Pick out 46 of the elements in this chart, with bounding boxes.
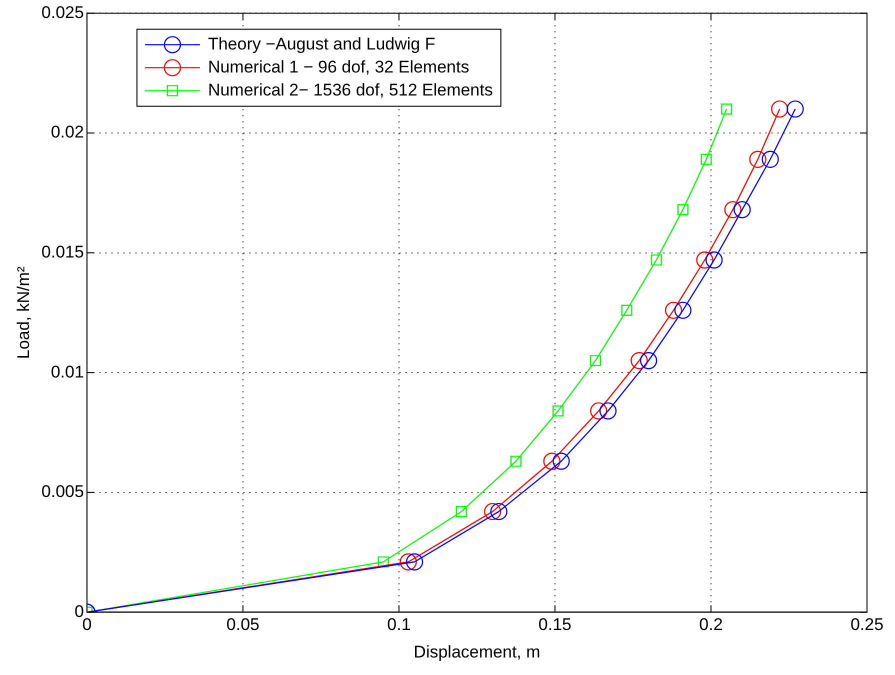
point: [640, 352, 658, 370]
point: [721, 103, 732, 115]
y-tick-label: 0.01: [50, 362, 84, 382]
y-tick-label: 0.005: [41, 482, 84, 502]
point: [590, 355, 602, 366]
point: [621, 304, 632, 316]
y-axis-title: Load, kN/m²: [14, 266, 33, 359]
point: [771, 100, 788, 118]
point: [706, 251, 723, 269]
point: [762, 150, 779, 168]
point: [749, 150, 766, 168]
y-tick-label: 0: [74, 602, 84, 621]
point: [674, 302, 692, 319]
point: [664, 302, 682, 319]
x-tick-label: 0.25: [850, 615, 884, 634]
point: [552, 405, 564, 416]
point: [696, 251, 714, 269]
x-tick-label: 0.05: [226, 615, 260, 634]
y-tick-label: 0.025: [41, 2, 84, 22]
point: [400, 553, 417, 570]
x-tick-label: 0.2: [699, 615, 723, 634]
x-tick-label: 0.1: [387, 615, 411, 634]
point: [734, 201, 751, 218]
point: [484, 502, 502, 520]
x-tick-label: 0.15: [538, 615, 572, 634]
point: [599, 402, 617, 420]
point: [456, 506, 467, 518]
point: [543, 452, 560, 470]
legend-label: Numerical 2− 1536 dof, 512 Elements: [208, 80, 493, 100]
legend-label: Theory −August and Ludwig F: [208, 34, 436, 54]
point: [378, 556, 389, 568]
point: [700, 154, 712, 165]
point: [630, 352, 648, 370]
point: [490, 502, 508, 520]
y-tick-label: 0.015: [41, 242, 84, 262]
x-axis-title: Displacement, m: [414, 642, 540, 662]
point: [590, 402, 608, 420]
point: [650, 254, 662, 266]
y-tick-label: 0.02: [50, 122, 84, 142]
legend-label: Numerical 1 − 96 dof, 32 Elements: [208, 57, 470, 76]
point: [406, 553, 424, 570]
point: [552, 452, 570, 470]
point: [510, 456, 522, 467]
point: [786, 100, 804, 118]
point: [677, 204, 688, 216]
point: [724, 201, 742, 218]
